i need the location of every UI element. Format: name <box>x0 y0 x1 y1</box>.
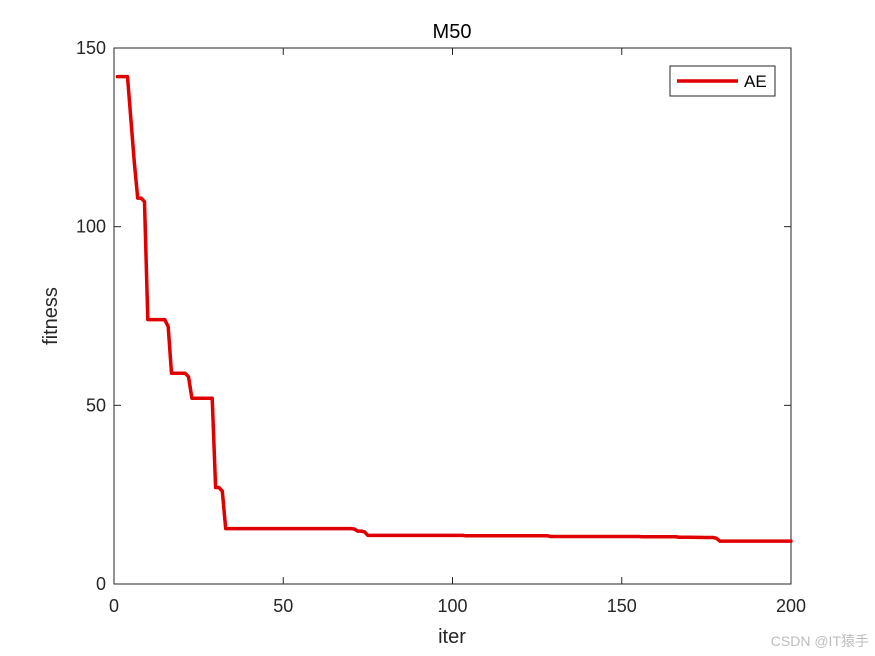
plot-area <box>113 47 793 585</box>
x-tick-label: 0 <box>109 596 119 616</box>
y-tick-label: 100 <box>76 217 106 237</box>
legend-label-ae: AE <box>744 72 767 91</box>
x-tick-label: 150 <box>607 596 637 616</box>
x-axis-ticks: 0 50 100 150 200 <box>109 48 806 616</box>
watermark-text: CSDN @IT猿手 <box>771 633 869 649</box>
x-tick-label: 100 <box>437 596 467 616</box>
y-axis-title: fitness <box>40 287 62 345</box>
y-axis-ticks: 0 50 100 150 <box>76 38 791 594</box>
legend: AE <box>669 65 776 97</box>
x-tick-label: 50 <box>273 596 293 616</box>
x-axis-title: iter <box>438 626 466 648</box>
y-tick-label: 50 <box>86 395 106 415</box>
series-layer <box>115 74 793 543</box>
x-tick-label: 200 <box>776 596 806 616</box>
y-tick-label: 0 <box>96 574 106 594</box>
series-line-ae <box>115 74 793 543</box>
y-tick-label: 150 <box>76 38 106 58</box>
axes-box <box>113 47 792 585</box>
chart-title: M50 <box>433 21 472 43</box>
